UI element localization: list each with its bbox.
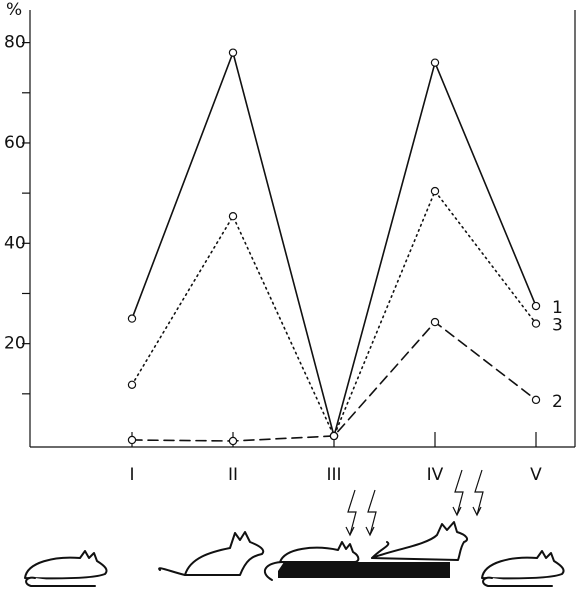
point bbox=[127, 314, 137, 323]
x-tick-label: III bbox=[326, 465, 341, 485]
illustration bbox=[24, 469, 565, 587]
point bbox=[531, 319, 541, 328]
series-label: 3 bbox=[552, 316, 563, 336]
x-tick-label: IV bbox=[427, 465, 444, 485]
mouse bbox=[158, 531, 265, 576]
point bbox=[228, 48, 238, 57]
point bbox=[228, 212, 238, 221]
platform bbox=[278, 562, 450, 578]
point bbox=[430, 186, 440, 196]
mouse bbox=[371, 521, 469, 561]
point bbox=[127, 435, 137, 445]
y-tick-label: 40 bbox=[4, 233, 26, 253]
y-axis-label: % bbox=[6, 0, 22, 20]
y-tick-label: 20 bbox=[4, 334, 26, 354]
shock bbox=[345, 489, 357, 537]
x-tick-label: V bbox=[530, 465, 542, 485]
series-label: 2 bbox=[552, 392, 563, 412]
mouse bbox=[24, 550, 108, 587]
point bbox=[531, 301, 541, 311]
series-line bbox=[131, 189, 537, 438]
y-tick-label: 60 bbox=[4, 133, 26, 153]
point bbox=[228, 436, 238, 446]
mouse bbox=[481, 550, 565, 587]
shock bbox=[365, 489, 377, 537]
y-tick-label: 80 bbox=[4, 33, 26, 53]
point bbox=[430, 317, 440, 327]
x-tick-label: II bbox=[228, 465, 238, 485]
shock bbox=[452, 469, 464, 517]
point bbox=[430, 58, 440, 67]
series-label: 1 bbox=[552, 298, 563, 318]
point bbox=[531, 395, 541, 405]
shock bbox=[472, 469, 484, 517]
x-tick-label: I bbox=[129, 465, 134, 485]
point bbox=[127, 380, 137, 389]
series-line bbox=[131, 320, 537, 442]
mouse bbox=[263, 541, 360, 581]
point bbox=[329, 431, 339, 441]
